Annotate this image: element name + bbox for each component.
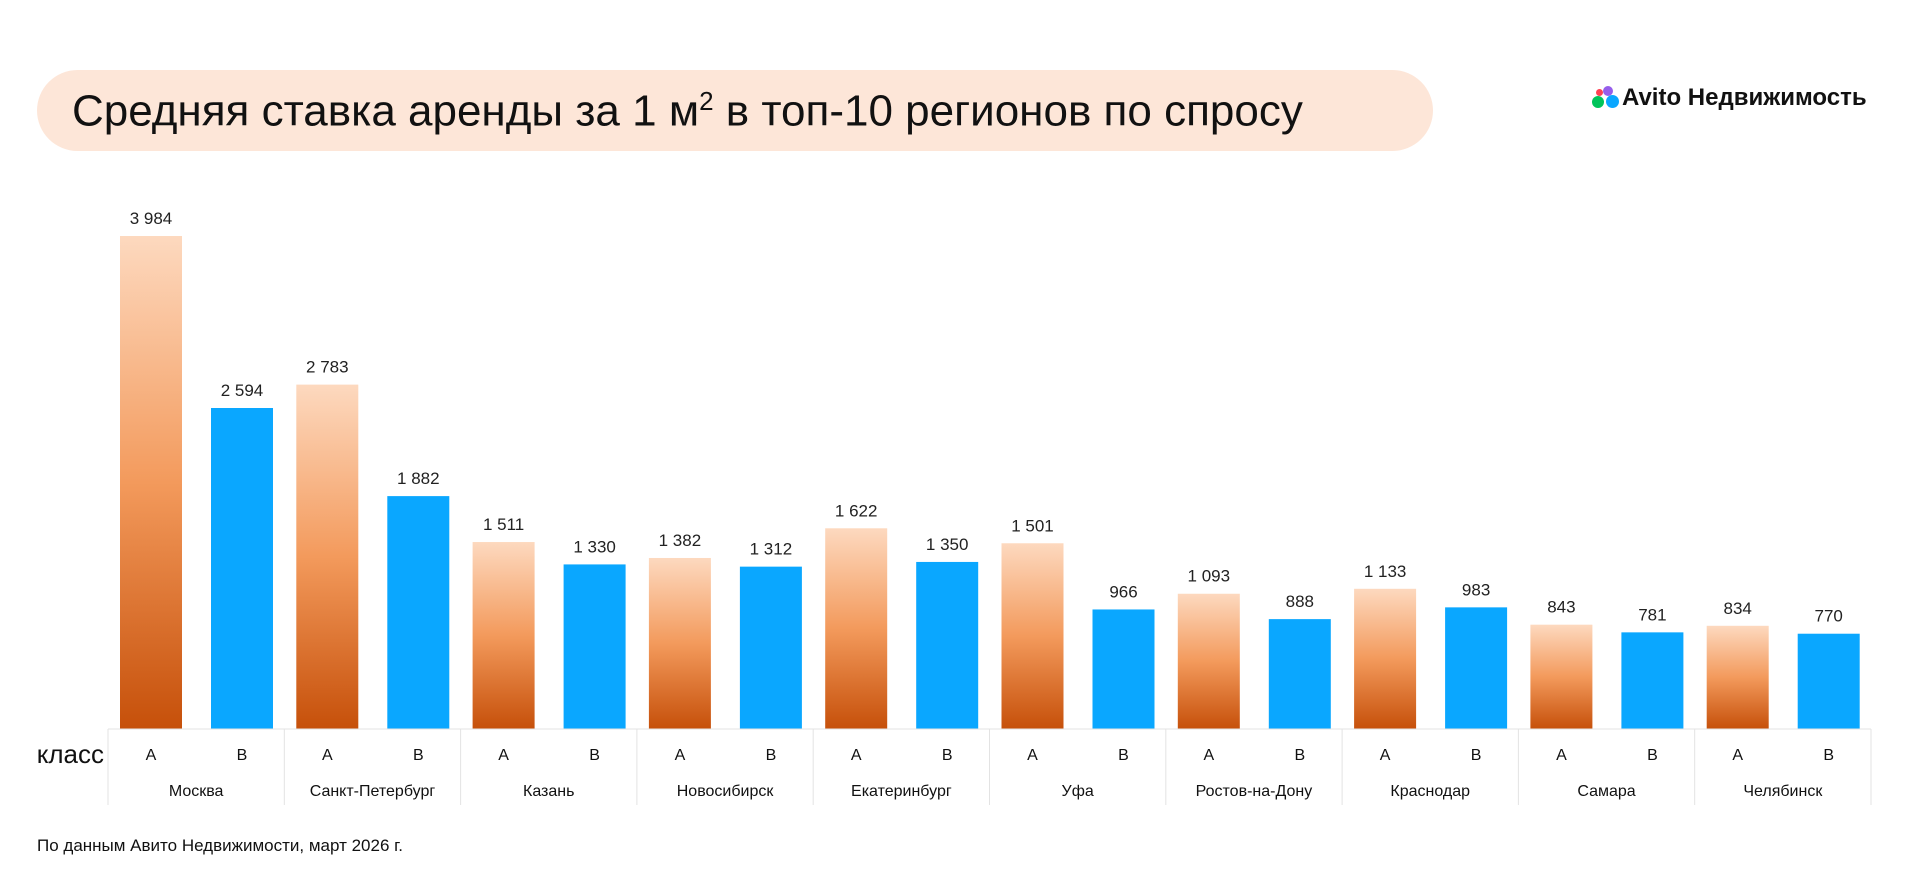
value-label: 983 — [1462, 580, 1490, 599]
value-label: 1 133 — [1364, 562, 1407, 581]
class-label: B — [1823, 747, 1834, 764]
class-label: A — [146, 747, 157, 764]
avito-logo: Avito Недвижимость — [1592, 84, 1867, 112]
avito-dots-icon — [1592, 86, 1619, 110]
chart-title: Средняя ставка аренды за 1 м2 в топ-10 р… — [72, 86, 1303, 136]
class-label: B — [1647, 747, 1658, 764]
bar-B — [916, 561, 979, 729]
bar-A — [472, 542, 535, 729]
bar-B — [1621, 632, 1684, 729]
value-label: 1 501 — [1011, 516, 1054, 535]
bar-A — [825, 528, 888, 729]
bar-A — [1706, 625, 1769, 729]
bar-A — [1177, 593, 1240, 729]
value-label: 770 — [1815, 607, 1843, 626]
class-label: B — [1471, 747, 1482, 764]
bar-B — [1797, 633, 1860, 729]
class-label: B — [237, 747, 248, 764]
bar-B — [1092, 609, 1155, 729]
value-label: 843 — [1547, 598, 1575, 617]
category-label: Новосибирск — [677, 783, 775, 800]
class-label: B — [589, 747, 600, 764]
value-label: 1 093 — [1188, 567, 1231, 586]
value-label: 781 — [1638, 605, 1666, 624]
class-label: B — [766, 747, 777, 764]
class-label: A — [322, 747, 333, 764]
class-label: A — [1203, 747, 1214, 764]
class-label: A — [851, 747, 862, 764]
value-label: 1 511 — [483, 515, 524, 534]
bar-B — [563, 564, 626, 729]
category-label: Челябинск — [1743, 783, 1823, 800]
class-label: A — [1556, 747, 1567, 764]
class-label: A — [1380, 747, 1391, 764]
bar-A — [120, 236, 182, 729]
category-label: Санкт-Петербург — [310, 783, 436, 800]
bar-B — [1268, 619, 1331, 729]
bar-B — [387, 496, 450, 729]
class-label: B — [942, 747, 953, 764]
category-label: Москва — [169, 783, 224, 800]
bar-A — [1354, 588, 1417, 729]
bar-B — [739, 566, 802, 729]
category-label: Уфа — [1062, 783, 1094, 800]
bar-B — [1445, 607, 1508, 729]
value-label: 2 783 — [306, 358, 349, 377]
value-label: 1 312 — [750, 540, 793, 559]
value-label: 888 — [1286, 592, 1314, 611]
class-label: B — [413, 747, 424, 764]
class-label: B — [1118, 747, 1129, 764]
class-label: A — [498, 747, 509, 764]
value-label: 1 622 — [835, 501, 878, 520]
value-label: 1 382 — [659, 531, 702, 550]
category-label: Екатеринбург — [851, 783, 952, 800]
category-label: Самара — [1577, 783, 1635, 800]
value-label: 3 984 — [130, 209, 173, 228]
value-label: 1 882 — [397, 469, 440, 488]
bar-A — [1530, 624, 1593, 729]
bar-B — [211, 408, 273, 729]
class-label: A — [1732, 747, 1743, 764]
class-label: A — [675, 747, 686, 764]
value-label: 1 350 — [926, 535, 969, 554]
bar-A — [648, 557, 711, 729]
axis-label-class: класс — [37, 739, 104, 769]
category-label: Краснодар — [1390, 783, 1470, 800]
value-label: 966 — [1109, 582, 1137, 601]
category-label: Казань — [523, 783, 574, 800]
class-label: B — [1294, 747, 1305, 764]
value-label: 1 330 — [573, 537, 616, 556]
value-label: 2 594 — [221, 381, 264, 400]
bar-A — [1001, 543, 1064, 729]
source-note: По данным Авито Недвижимости, март 2026 … — [37, 836, 403, 855]
class-label: A — [1027, 747, 1038, 764]
value-label: 834 — [1724, 599, 1752, 618]
title-banner — [37, 70, 1433, 151]
bar-A — [296, 384, 359, 729]
category-label: Ростов-на-Дону — [1196, 783, 1313, 800]
